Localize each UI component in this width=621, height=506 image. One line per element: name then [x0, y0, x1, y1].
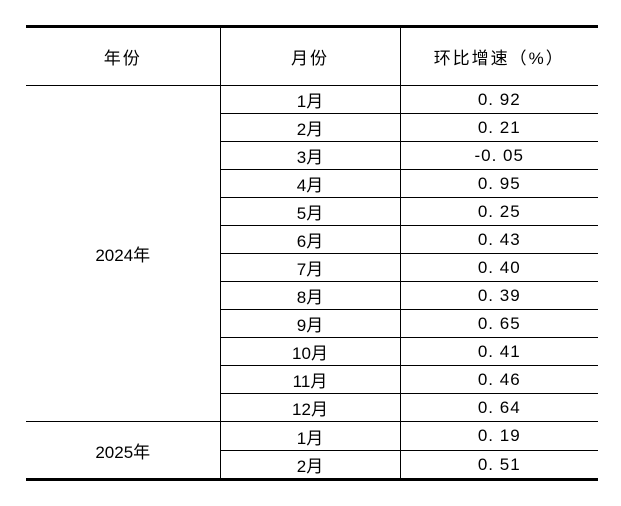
month-cell: 1月 — [219, 85, 401, 114]
header-month: 月份 — [219, 26, 401, 86]
header-row: 年份 月份 环比增速（%） — [26, 26, 598, 86]
month-cell: 1月 — [219, 421, 401, 451]
month-cell: 12月 — [219, 393, 401, 422]
rate-cell: 0. 19 — [399, 421, 598, 451]
month-cell: 8月 — [219, 281, 401, 310]
year-cell-2025: 2025年 — [26, 421, 221, 480]
rate-cell: 0. 41 — [399, 337, 598, 366]
table-row: 11月 0. 46 — [26, 365, 598, 394]
rate-cell: -0. 05 — [399, 141, 598, 170]
month-cell: 4月 — [219, 169, 401, 198]
rate-cell: 0. 43 — [399, 225, 598, 254]
month-cell: 3月 — [219, 141, 401, 170]
month-cell: 5月 — [219, 197, 401, 226]
growth-rate-table: 年份 月份 环比增速（%） 2024年 1月 0. 92 2月 0. 21 3月… — [26, 25, 598, 481]
table-row: 2025年 1月 0. 19 — [26, 421, 598, 480]
table-row: 2024年 1月 0. 92 — [26, 85, 598, 422]
month-cell: 11月 — [219, 365, 401, 394]
table-row: 5月 0. 25 — [26, 197, 598, 226]
table-row: 8月 0. 39 — [26, 281, 598, 310]
rate-cell: 0. 65 — [399, 309, 598, 338]
year-cell-2024: 2024年 — [26, 85, 221, 422]
table-header: 年份 月份 环比增速（%） — [26, 26, 598, 86]
rate-cell: 0. 95 — [399, 169, 598, 198]
year-group-2025: 2025年 1月 0. 19 2月 0. 51 — [26, 421, 598, 480]
month-cell: 6月 — [219, 225, 401, 254]
table-row: 10月 0. 41 — [26, 337, 598, 366]
table-row: 6月 0. 43 — [26, 225, 598, 254]
month-cell: 2月 — [219, 113, 401, 142]
rate-cell: 0. 92 — [399, 85, 598, 114]
header-year: 年份 — [26, 26, 221, 86]
table-row: 4月 0. 95 — [26, 169, 598, 198]
rate-cell: 0. 64 — [399, 393, 598, 422]
month-cell: 10月 — [219, 337, 401, 366]
table-row: 2月 0. 51 — [26, 450, 598, 480]
rate-cell: 0. 39 — [399, 281, 598, 310]
month-cell: 7月 — [219, 253, 401, 282]
table-row: 9月 0. 65 — [26, 309, 598, 338]
table-row: 2月 0. 21 — [26, 113, 598, 142]
rate-cell: 0. 46 — [399, 365, 598, 394]
rate-cell: 0. 51 — [399, 450, 598, 480]
month-cell: 9月 — [219, 309, 401, 338]
month-cell: 2月 — [219, 450, 401, 480]
rate-cell: 0. 21 — [399, 113, 598, 142]
year-group-2024: 2024年 1月 0. 92 2月 0. 21 3月 -0. 05 4月 0. … — [26, 85, 598, 422]
growth-rate-table-container: 年份 月份 环比增速（%） 2024年 1月 0. 92 2月 0. 21 3月… — [26, 25, 598, 481]
header-rate: 环比增速（%） — [399, 26, 598, 86]
rate-cell: 0. 25 — [399, 197, 598, 226]
rate-cell: 0. 40 — [399, 253, 598, 282]
